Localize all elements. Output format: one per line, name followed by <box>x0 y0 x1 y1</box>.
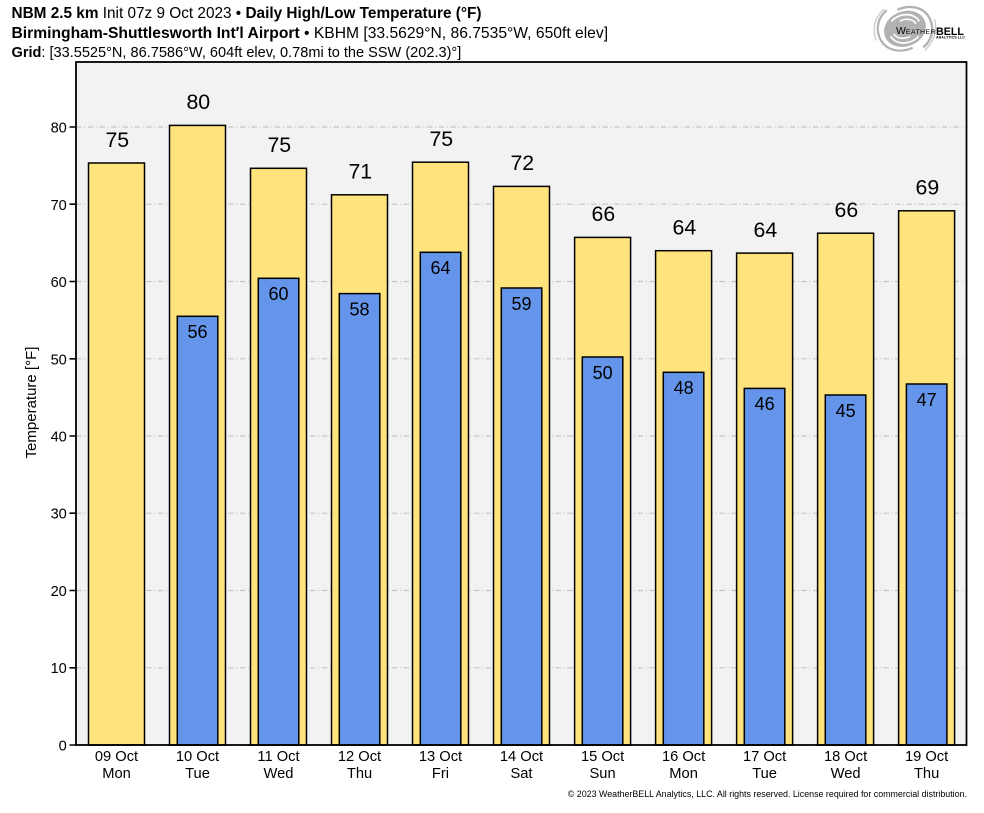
svg-text:WEATHERBELL: WEATHERBELL <box>896 25 964 38</box>
svg-text:09 Oct: 09 Oct <box>95 749 138 765</box>
svg-text:71: 71 <box>348 160 372 184</box>
svg-text:11 Oct: 11 Oct <box>257 749 299 765</box>
svg-text:75: 75 <box>429 127 453 151</box>
svg-text:66: 66 <box>835 198 859 222</box>
svg-text:12 Oct: 12 Oct <box>338 749 381 765</box>
svg-text:59: 59 <box>511 294 531 314</box>
svg-text:20: 20 <box>51 584 67 600</box>
svg-text:80: 80 <box>51 121 67 137</box>
svg-text:45: 45 <box>836 401 856 421</box>
svg-text:NBM 2.5 km Init 07z 9 Oct 2023: NBM 2.5 km Init 07z 9 Oct 2023 • Daily H… <box>12 5 482 22</box>
svg-text:17 Oct: 17 Oct <box>743 749 786 765</box>
svg-text:64: 64 <box>430 258 450 278</box>
svg-text:58: 58 <box>349 299 369 319</box>
svg-text:10: 10 <box>51 661 67 677</box>
svg-text:60: 60 <box>268 284 288 304</box>
svg-text:30: 30 <box>51 507 67 523</box>
svg-text:80: 80 <box>186 90 210 114</box>
svg-text:75: 75 <box>267 133 291 157</box>
svg-text:15 Oct: 15 Oct <box>581 749 624 765</box>
svg-text:© 2023 WeatherBELL Analytics,: © 2023 WeatherBELL Analytics, LLC. All r… <box>568 789 967 799</box>
svg-text:47: 47 <box>917 390 937 410</box>
svg-text:56: 56 <box>187 322 207 342</box>
svg-text:75: 75 <box>105 128 129 152</box>
svg-text:Wed: Wed <box>831 766 861 782</box>
svg-text:72: 72 <box>510 151 534 175</box>
svg-text:19 Oct: 19 Oct <box>905 749 948 765</box>
svg-text:10 Oct: 10 Oct <box>176 749 219 765</box>
svg-text:Wed: Wed <box>264 766 294 782</box>
svg-text:Sun: Sun <box>590 766 616 782</box>
svg-text:Mon: Mon <box>102 766 131 782</box>
svg-text:69: 69 <box>916 176 940 200</box>
svg-text:70: 70 <box>51 198 67 214</box>
svg-text:40: 40 <box>51 430 67 446</box>
svg-text:Fri: Fri <box>432 766 449 782</box>
svg-text:13 Oct: 13 Oct <box>419 749 462 765</box>
svg-text:64: 64 <box>754 218 778 242</box>
svg-text:Sat: Sat <box>510 766 532 782</box>
svg-text:Thu: Thu <box>914 766 939 782</box>
svg-text:14 Oct: 14 Oct <box>500 749 543 765</box>
svg-text:Tue: Tue <box>752 766 777 782</box>
svg-text:66: 66 <box>592 202 616 226</box>
svg-text:Birmingham-Shuttlesworth Int′l: Birmingham-Shuttlesworth Int′l Airport •… <box>12 25 609 42</box>
svg-text:Mon: Mon <box>669 766 698 782</box>
svg-text:Temperature [°F]: Temperature [°F] <box>23 347 40 459</box>
svg-text:50: 50 <box>51 352 67 368</box>
svg-text:0: 0 <box>59 739 67 755</box>
svg-text:16 Oct: 16 Oct <box>662 749 705 765</box>
svg-text:64: 64 <box>673 216 697 240</box>
svg-text:50: 50 <box>593 363 613 383</box>
svg-text:ANALYTICS LLC: ANALYTICS LLC <box>936 35 965 39</box>
svg-text:60: 60 <box>51 275 67 291</box>
svg-text:46: 46 <box>755 394 775 414</box>
svg-text:Grid: [33.5525°N, 86.7586°W, 6: Grid: [33.5525°N, 86.7586°W, 604ft elev,… <box>12 45 462 61</box>
svg-text:Tue: Tue <box>185 766 210 782</box>
svg-text:18 Oct: 18 Oct <box>824 749 867 765</box>
svg-text:48: 48 <box>674 378 694 398</box>
svg-text:Thu: Thu <box>347 766 372 782</box>
